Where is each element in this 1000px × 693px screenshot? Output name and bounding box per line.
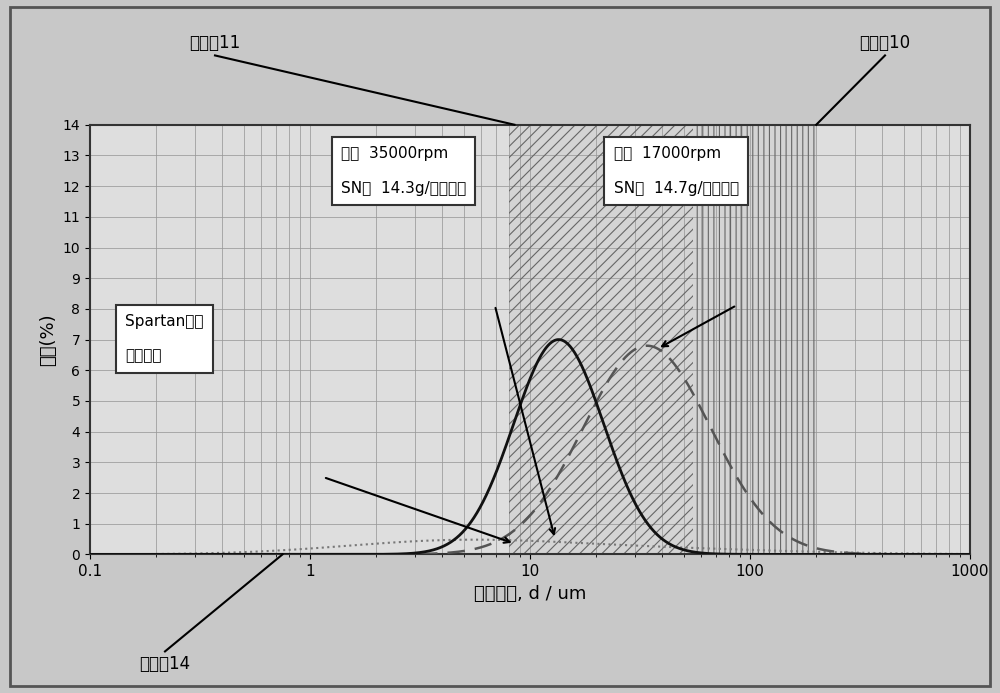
X-axis label: 颗粒直径, d / um: 颗粒直径, d / um xyxy=(474,585,586,603)
Text: Spartan样品

用于比较: Spartan样品 用于比较 xyxy=(125,314,204,364)
Text: 实施例11: 实施例11 xyxy=(189,34,241,52)
Bar xyxy=(509,125,693,554)
Bar xyxy=(693,125,816,554)
Bar xyxy=(509,125,693,554)
Text: 盘：  35000rpm

SN：  14.3g/立方英寸: 盘： 35000rpm SN： 14.3g/立方英寸 xyxy=(341,146,466,196)
Text: 实施例10: 实施例10 xyxy=(859,34,911,52)
Text: 盘：  17000rpm

SN：  14.7g/立方英寸: 盘： 17000rpm SN： 14.7g/立方英寸 xyxy=(614,146,739,196)
Y-axis label: 频率(%): 频率(%) xyxy=(39,313,57,366)
Text: 实施例14: 实施例14 xyxy=(139,655,191,673)
Bar xyxy=(693,125,816,554)
